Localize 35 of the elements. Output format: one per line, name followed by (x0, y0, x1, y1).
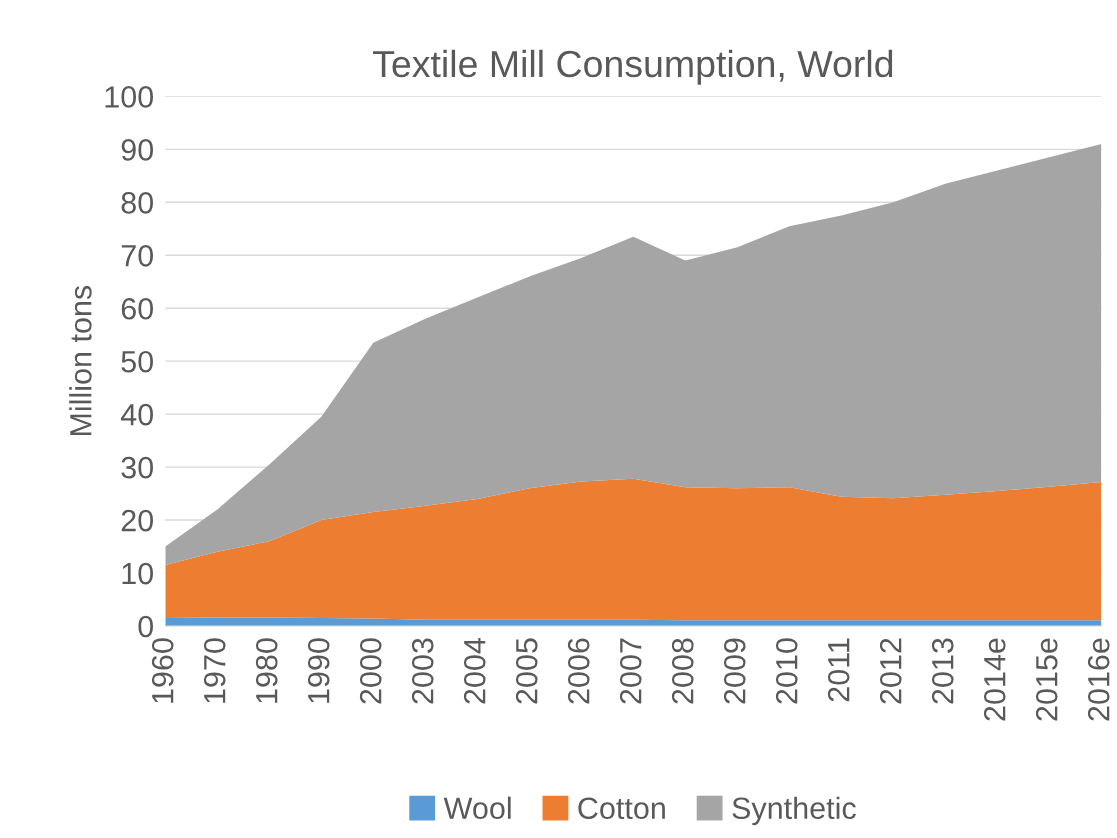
x-tick-label: 1990 (307, 638, 330, 703)
x-tick-label: 2000 (359, 638, 382, 704)
x-tick-label: 2007 (619, 638, 642, 704)
y-tick-label: 10 (122, 562, 154, 585)
x-tick-label: 1980 (255, 638, 278, 703)
y-axis-title: Million tons (69, 285, 92, 436)
x-tick-label: 2006 (567, 638, 590, 704)
y-tick-label: 50 (121, 350, 154, 373)
x-tick-label: 2003 (411, 638, 434, 704)
y-tick-label: 30 (121, 456, 154, 479)
legend-label: Cotton (578, 797, 665, 820)
x-tick-label: 2005 (515, 638, 538, 704)
legend-label: Wool (443, 796, 511, 820)
legend-label: Synthetic (732, 796, 856, 826)
y-tick-label: 90 (121, 139, 154, 161)
y-tick-label: 20 (121, 509, 154, 532)
x-tick-label: 2012 (879, 638, 902, 704)
x-tick-label: 2016e (1087, 638, 1110, 721)
x-tick-label: 2010 (775, 638, 798, 704)
x-tick-label: 2013 (931, 638, 954, 704)
x-tick-label: 2009 (723, 638, 746, 704)
x-tick-label: 2015e (1035, 638, 1058, 721)
y-tick-label: 100 (105, 86, 154, 108)
x-tick-label: 1970 (203, 638, 226, 703)
y-tick-label: 80 (121, 192, 154, 214)
x-tick-label: 1960 (151, 638, 174, 703)
x-tick-label: 2008 (671, 638, 694, 704)
chart-title: Textile Mill Consumption, World (372, 49, 893, 85)
x-tick-label: 2011 (827, 638, 850, 702)
x-tick-label: 2014e (983, 638, 1006, 721)
y-tick-label: 60 (121, 297, 154, 320)
x-tick-label: 2004 (463, 637, 486, 704)
y-tick-label: 0 (138, 615, 154, 638)
y-tick-label: 40 (120, 403, 154, 426)
y-tick-label: 70 (121, 244, 154, 267)
